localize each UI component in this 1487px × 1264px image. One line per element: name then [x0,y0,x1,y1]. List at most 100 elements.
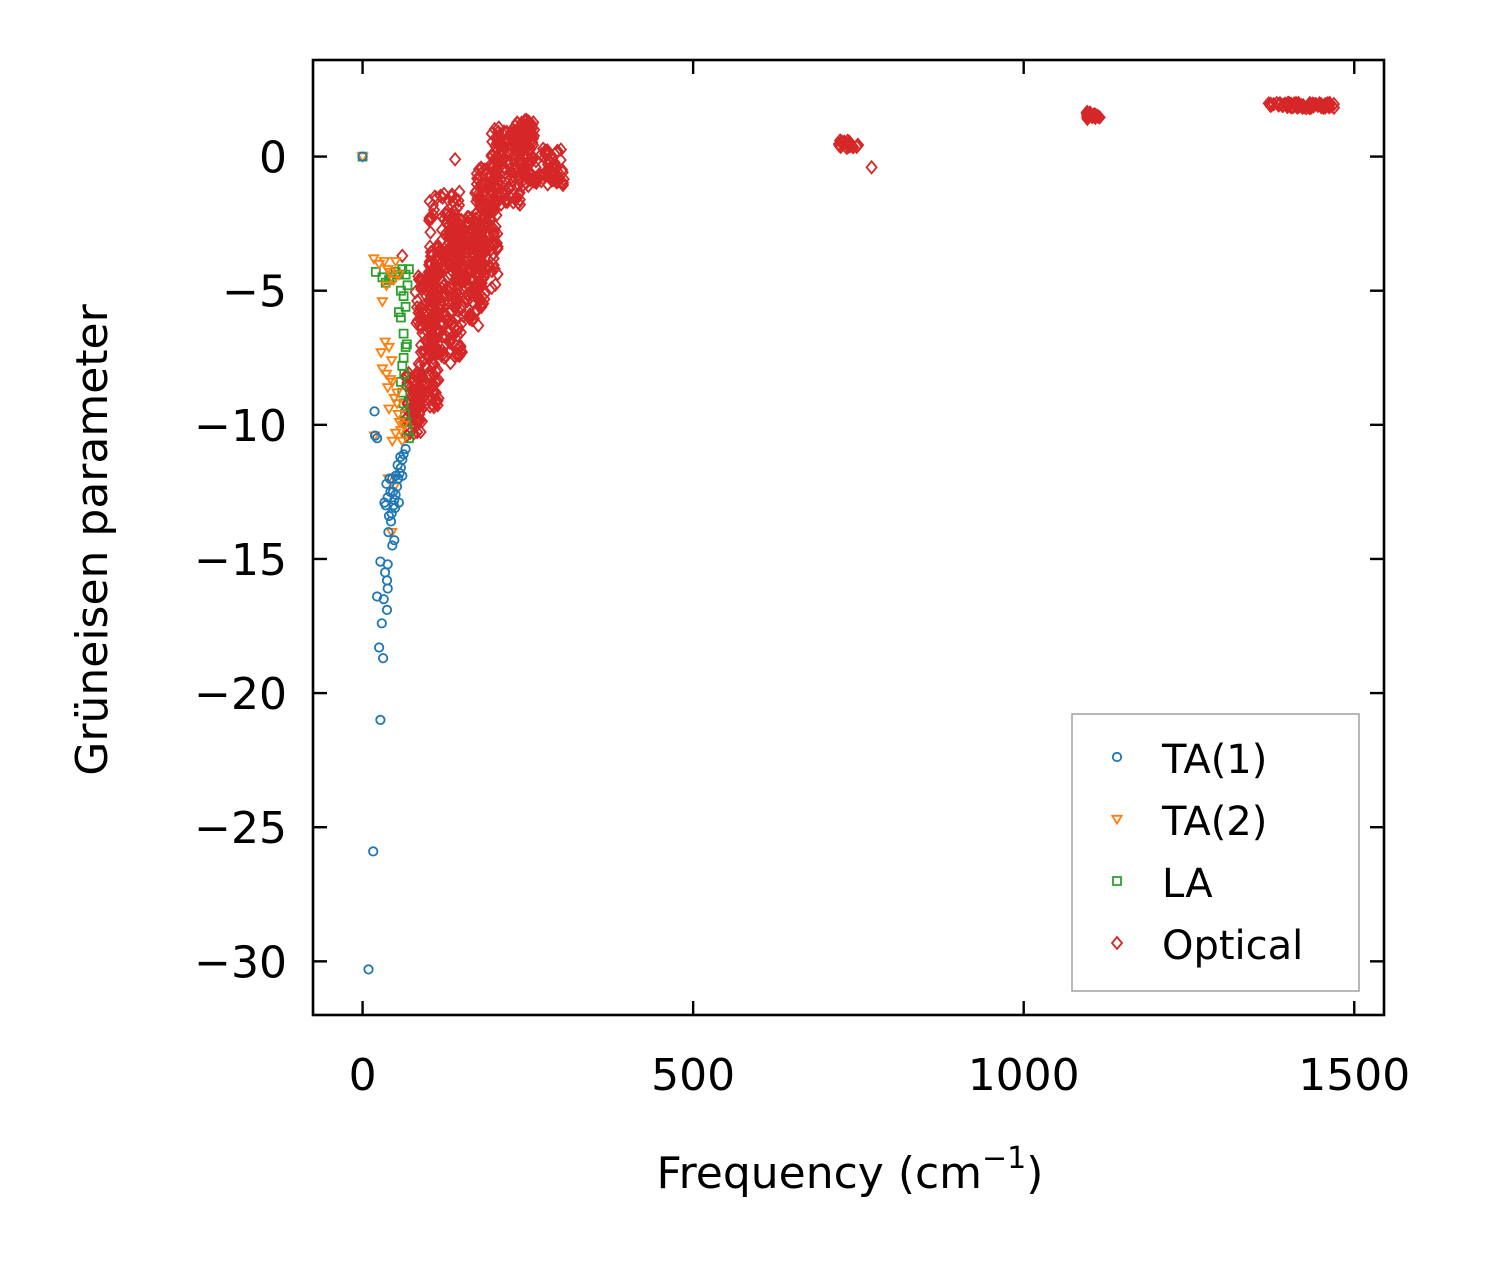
point-optical [1307,98,1320,114]
point-optical [833,133,847,148]
point-optical [423,276,437,292]
point-optical [480,213,493,229]
point-ta1 [376,618,387,629]
point-ta2 [385,356,398,367]
point-optical [1288,96,1301,111]
point-optical [1272,97,1286,113]
point-ta2 [390,399,404,410]
point-optical [470,252,484,268]
point-ta1 [382,559,393,570]
point-ta2 [367,254,380,265]
legend-label-ta2: TA(2) [1161,799,1267,845]
point-optical [453,211,466,227]
point-optical [436,299,450,314]
point-la [395,285,406,296]
point-optical [438,285,452,301]
x-tick-label: 1500 [1298,1050,1410,1101]
legend-marker-ta1 [1111,751,1123,763]
point-ta1 [379,567,391,578]
point-optical [413,312,427,327]
point-ta1 [377,653,389,664]
point-ta2 [392,409,405,421]
point-optical [411,313,424,329]
plot-frame [311,58,1386,1017]
point-optical [431,266,444,282]
point-ta2 [388,393,401,405]
point-optical [439,251,452,267]
point-ta1 [389,502,401,514]
point-ta1 [368,846,379,857]
point-ta1 [369,430,381,441]
point-optical [525,117,539,133]
x-tick-label: 0 [349,1050,377,1101]
point-optical [419,359,433,375]
point-optical [459,227,472,243]
point-ta1 [379,497,390,508]
point-optical [475,176,488,192]
point-optical [436,328,450,344]
point-optical [449,211,462,227]
point-optical [1327,96,1341,112]
point-optical [451,328,464,344]
point-ta1 [381,575,393,586]
point-optical [479,177,493,192]
point-optical [485,147,499,163]
point-ta2 [376,297,389,308]
point-ta1 [375,714,386,726]
point-ta1 [383,526,394,538]
x-tick-label: 1000 [968,1050,1080,1101]
point-optical [404,425,417,441]
point-ta2 [384,267,397,279]
point-optical [423,211,437,227]
point-optical [508,125,522,140]
point-optical [475,270,488,286]
point-optical [428,304,441,320]
point-optical [540,163,553,179]
point-optical [491,266,504,282]
point-la [380,277,391,288]
point-optical [412,356,425,372]
point-optical [428,356,441,372]
point-optical [522,178,535,194]
legend-label-optical: Optical [1162,923,1303,969]
point-optical [1300,100,1313,116]
point-ta1 [381,604,393,616]
point-optical [444,211,457,227]
point-optical [515,115,528,131]
point-optical [444,355,457,371]
series-ta1 [357,151,411,975]
point-optical [490,179,503,195]
y-axis-label: Grüneisen parameter [67,303,118,775]
point-optical [413,412,427,428]
point-optical [547,158,560,174]
point-ta1 [389,535,400,546]
point-optical [500,176,513,192]
y-tick-label: −20 [194,669,287,720]
point-optical [487,237,500,253]
point-optical [485,263,499,279]
point-ta2 [397,420,410,432]
point-optical [411,386,424,402]
point-optical [520,119,533,135]
point-optical [475,298,488,313]
point-optical [437,186,451,202]
point-optical [512,195,525,211]
point-optical [420,369,433,385]
point-optical [489,219,502,234]
axis-ticks: 0 500 1000 1500 0 −5 −10 −15 −20 −25 −30 [194,60,1410,1101]
point-optical [550,144,563,160]
point-la [370,266,381,277]
point-optical [472,189,485,205]
point-optical [529,170,542,186]
series-optical [396,95,1341,443]
point-ta2 [378,337,392,349]
point-la [401,339,412,350]
point-optical [455,226,468,242]
point-ta2 [396,436,409,448]
point-optical [401,368,414,384]
point-optical [426,197,440,213]
y-tick-label: 0 [259,133,287,184]
point-ta2 [387,275,400,287]
point-optical [396,248,409,264]
point-optical [472,241,486,257]
